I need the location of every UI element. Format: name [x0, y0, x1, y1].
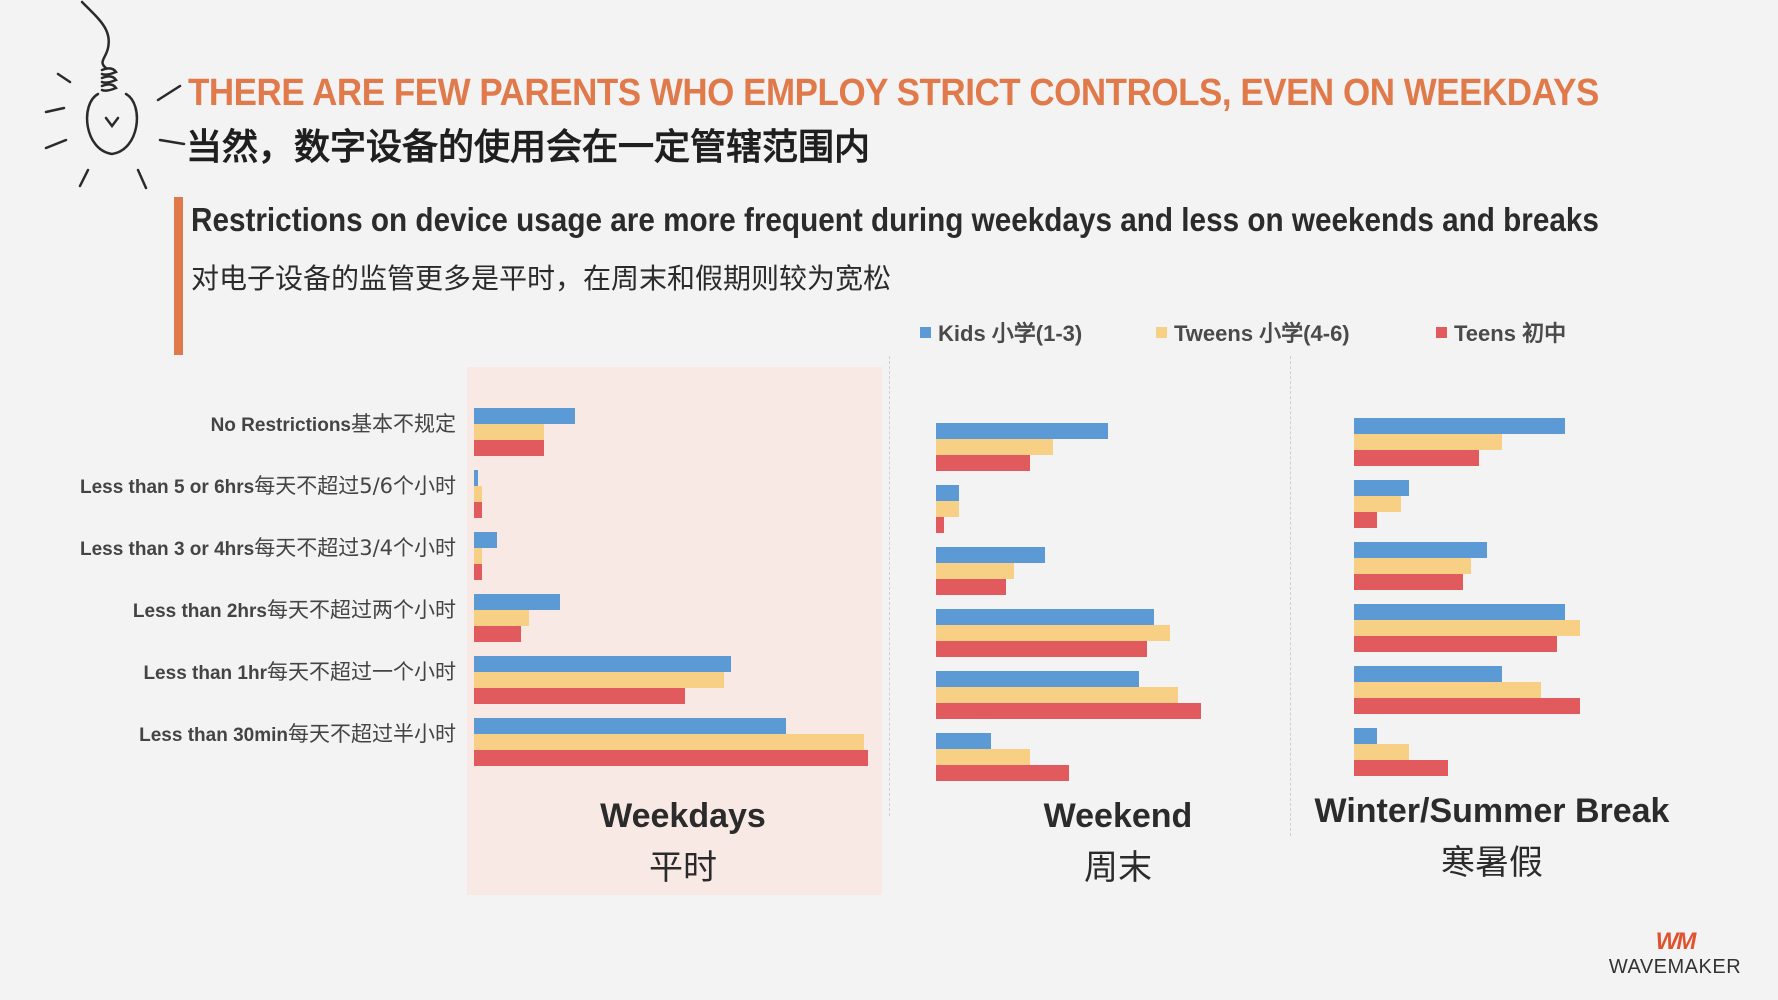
bar-winter-summer-break-2 [1354, 636, 1557, 652]
bar-winter-summer-break-2 [1354, 512, 1378, 528]
category-label: Less than 2hrs每天不超过两个小时 [132, 598, 456, 622]
bar-weekdays-1 [474, 672, 724, 688]
bar-winter-summer-break-0 [1354, 666, 1503, 682]
panel-title-zh: 寒暑假 [1441, 843, 1543, 883]
panel-title-zh: 平时 [649, 848, 717, 888]
logo-mark: WM [1655, 928, 1697, 955]
bar-weekend-0 [936, 485, 960, 501]
bar-winter-summer-break-0 [1354, 480, 1409, 496]
panel-label-weekdays: Weekdays 平时 [473, 797, 893, 889]
bar-weekend-0 [936, 609, 1155, 625]
bar-weekend-2 [936, 703, 1202, 719]
bar-winter-summer-break-1 [1354, 434, 1503, 450]
bar-winter-summer-break-1 [1354, 620, 1581, 636]
bar-weekdays-2 [474, 626, 521, 642]
panel-title-en: Weekdays [600, 797, 766, 835]
subtitle-zh: 对电子设备的监管更多是平时，在周末和假期则较为宽松 [191, 262, 892, 295]
panel-label-break: Winter/Summer Break 寒暑假 [1282, 792, 1702, 884]
legend-swatch-tweens [1156, 326, 1167, 338]
bar-weekdays-0 [474, 408, 576, 424]
bar-weekdays-0 [474, 718, 786, 734]
page-title-zh: 当然，数字设备的使用会在一定管辖范围内 [186, 127, 871, 168]
bar-weekend-1 [936, 501, 960, 517]
bar-weekdays-1 [474, 548, 482, 564]
bar-weekdays-2 [474, 440, 545, 456]
bar-winter-summer-break-2 [1354, 574, 1464, 590]
category-label: Less than 3 or 4hrs每天不超过3/4个小时 [79, 536, 456, 560]
lightbulb-icon [44, 0, 186, 190]
panel-label-weekend: Weekend 周末 [908, 797, 1328, 889]
bar-weekend-2 [936, 641, 1147, 657]
legend-label-tweens: Tweens 小学(4-6) [1174, 321, 1350, 346]
bar-weekend-1 [936, 563, 1014, 579]
bar-weekdays-0 [474, 532, 498, 548]
bar-winter-summer-break-1 [1354, 558, 1471, 574]
category-label: Less than 1hr每天不超过一个小时 [143, 660, 456, 684]
bar-weekend-1 [936, 439, 1053, 455]
panel-divider [1290, 356, 1291, 836]
bar-winter-summer-break-0 [1354, 542, 1487, 558]
legend-label-teens: Teens 初中 [1454, 321, 1567, 346]
category-label: Less than 5 or 6hrs每天不超过5/6个小时 [79, 474, 456, 498]
bar-weekdays-0 [474, 470, 478, 486]
accent-bar [174, 197, 183, 355]
bar-weekdays-1 [474, 424, 545, 440]
bar-weekdays-2 [474, 688, 685, 704]
wavemaker-logo: WM WAVEMAKER [1600, 928, 1750, 979]
category-label: Less than 30min每天不超过半小时 [139, 722, 456, 746]
bar-weekdays-2 [474, 502, 482, 518]
panel-divider [889, 356, 890, 816]
legend-item-tweens: Tweens 小学(4-6) [1156, 316, 1350, 348]
bar-weekdays-2 [474, 750, 868, 766]
bar-weekdays-1 [474, 610, 529, 626]
bar-weekdays-1 [474, 486, 482, 502]
bar-weekend-1 [936, 687, 1178, 703]
bar-weekend-2 [936, 517, 944, 533]
logo-text: WAVEMAKER [1608, 956, 1742, 978]
bar-weekdays-0 [474, 594, 560, 610]
subtitle: Restrictions on device usage are more fr… [191, 201, 1599, 238]
bar-weekend-2 [936, 455, 1030, 471]
bar-winter-summer-break-0 [1354, 728, 1378, 744]
bar-weekend-2 [936, 765, 1069, 781]
bar-weekend-1 [936, 625, 1170, 641]
legend-item-kids: Kids 小学(1-3) [920, 316, 1082, 348]
panel-title-en: Weekend [1043, 797, 1193, 835]
bar-weekend-0 [936, 547, 1046, 563]
bar-winter-summer-break-1 [1354, 744, 1409, 760]
page-title: THERE ARE FEW PARENTS WHO EMPLOY STRICT … [188, 72, 1599, 114]
bar-weekdays-1 [474, 734, 864, 750]
bar-weekend-1 [936, 749, 1030, 765]
bar-weekend-0 [936, 733, 991, 749]
bar-weekend-0 [936, 671, 1139, 687]
panel-title-en: Winter/Summer Break [1314, 792, 1670, 830]
bar-winter-summer-break-0 [1354, 418, 1565, 434]
bar-weekdays-0 [474, 656, 732, 672]
bar-winter-summer-break-2 [1354, 698, 1581, 714]
bar-weekend-0 [936, 423, 1108, 439]
panel-title-zh: 周末 [1084, 848, 1152, 888]
bar-winter-summer-break-1 [1354, 496, 1401, 512]
bar-weekdays-2 [474, 564, 482, 580]
legend-item-teens: Teens 初中 [1436, 316, 1566, 348]
bar-winter-summer-break-2 [1354, 760, 1448, 776]
bar-winter-summer-break-2 [1354, 450, 1479, 466]
category-label: No Restrictions基本不规定 [210, 412, 456, 436]
chart-legend: Kids 小学(1-3) Tweens 小学(4-6) Teens 初中 [0, 316, 1778, 352]
bar-weekend-2 [936, 579, 1007, 595]
legend-swatch-kids [920, 326, 931, 338]
bar-winter-summer-break-1 [1354, 682, 1542, 698]
legend-swatch-teens [1436, 326, 1447, 338]
legend-label-kids: Kids 小学(1-3) [938, 321, 1083, 346]
bar-winter-summer-break-0 [1354, 604, 1565, 620]
